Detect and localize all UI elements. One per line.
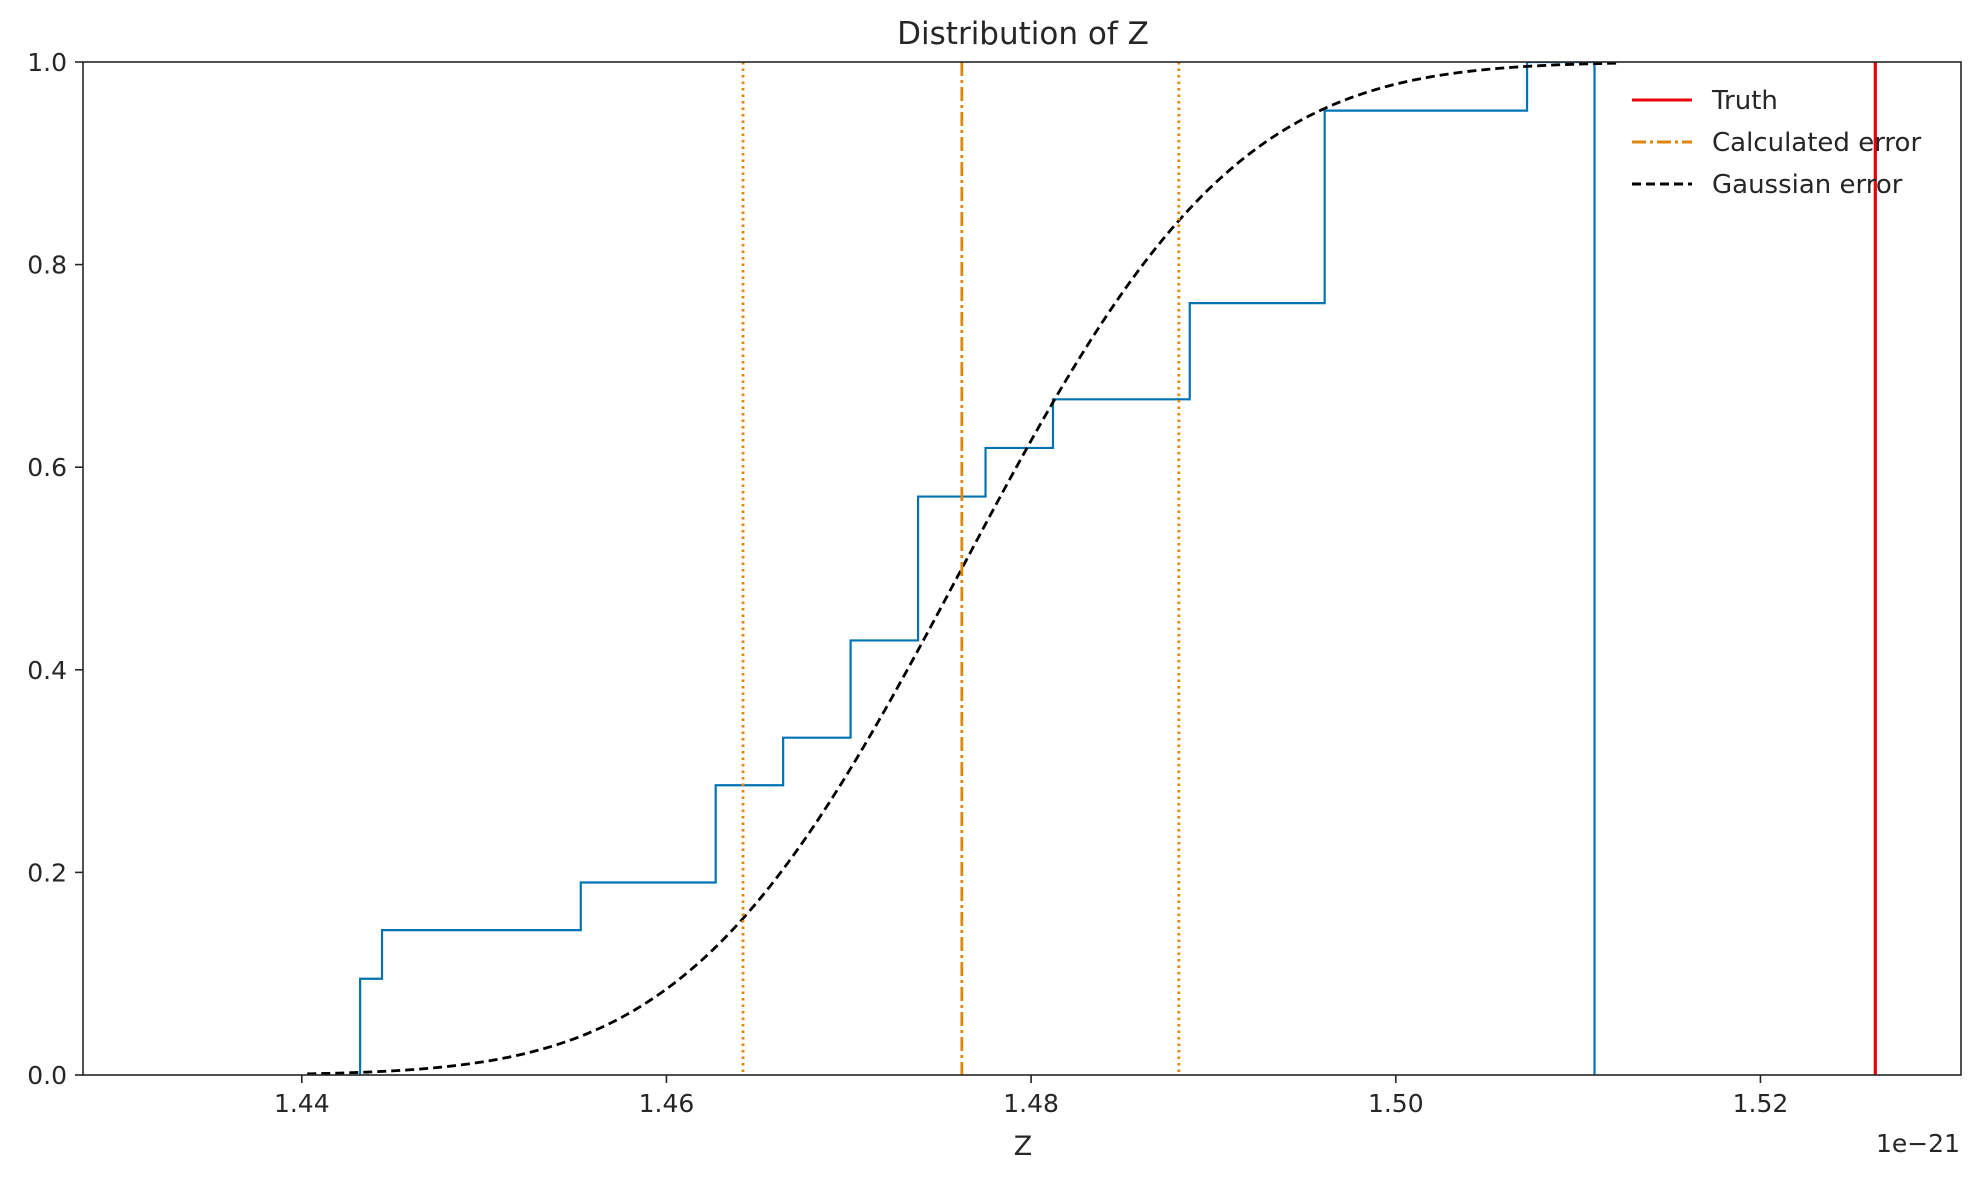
x-tick-label: 1.46 [639, 1089, 695, 1118]
y-tick-label: 0.2 [27, 858, 67, 887]
y-tick-label: 0.4 [27, 656, 67, 685]
x-tick-label: 1.48 [1003, 1089, 1059, 1118]
plot-area [307, 62, 1877, 1075]
ecdf-step-line [359, 62, 1596, 1075]
x-axis-label: Z [1014, 1131, 1033, 1162]
plot-series-group [307, 62, 1877, 1075]
y-tick-label: 0.6 [27, 453, 67, 482]
chart-title: Distribution of Z [897, 16, 1149, 52]
x-tick-label: 1.50 [1368, 1089, 1424, 1118]
y-tick-label: 0.0 [27, 1061, 67, 1090]
axis-ticks: 1.44 1.46 1.48 1.50 1.52 0.0 0.2 0.4 0.6 0.8 1.0 [27, 48, 1788, 1118]
x-axis-offset-label: 1e−21 [1876, 1129, 1960, 1158]
legend-label: Gaussian error [1712, 170, 1903, 200]
legend: Truth Calculated error Gaussian error [1632, 86, 1921, 200]
legend-label: Truth [1711, 86, 1778, 116]
x-tick-label: 1.44 [274, 1089, 330, 1118]
y-tick-label: 0.8 [27, 251, 67, 280]
x-tick-label: 1.52 [1733, 1089, 1789, 1118]
legend-label: Calculated error [1712, 128, 1921, 158]
y-tick-label: 1.0 [27, 48, 67, 77]
plot-frame [82, 61, 1962, 1076]
